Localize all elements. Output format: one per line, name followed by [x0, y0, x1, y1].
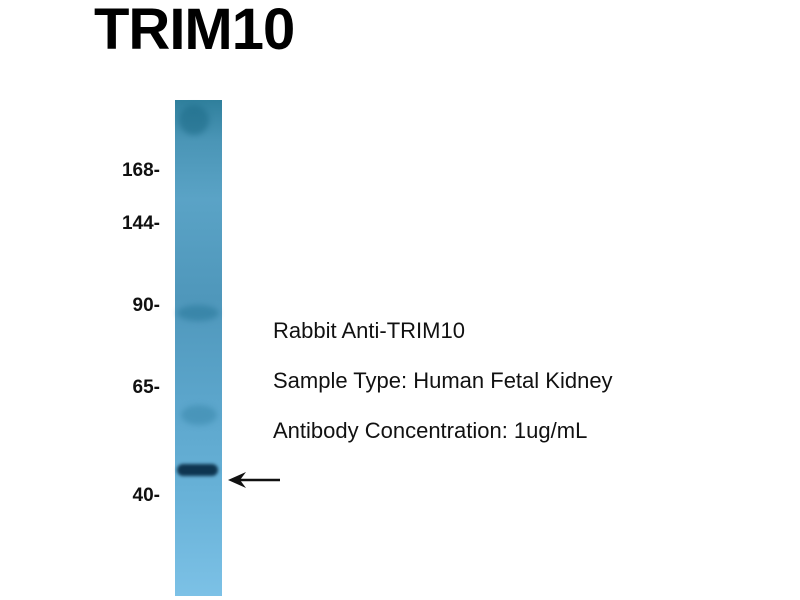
mw-marker-65: 65-	[132, 377, 160, 398]
mw-marker-40: 40-	[132, 485, 160, 506]
arrow-left-icon	[228, 472, 280, 488]
mw-marker-90: 90-	[132, 295, 160, 316]
figure-title: TRIM10	[94, 0, 295, 62]
concentration-label: Antibody Concentration: 1ug/mL	[273, 418, 588, 443]
mw-marker-144: 144-	[121, 213, 160, 234]
blot-lane	[175, 100, 222, 596]
protein-band	[177, 464, 218, 476]
blot-smear	[179, 105, 209, 135]
blot-smear	[181, 405, 217, 425]
mw-marker-168: 168-	[121, 160, 160, 181]
blot-smear	[177, 305, 219, 321]
antibody-label: Rabbit Anti-TRIM10	[273, 318, 465, 343]
sample-type-label: Sample Type: Human Fetal Kidney	[273, 368, 613, 393]
